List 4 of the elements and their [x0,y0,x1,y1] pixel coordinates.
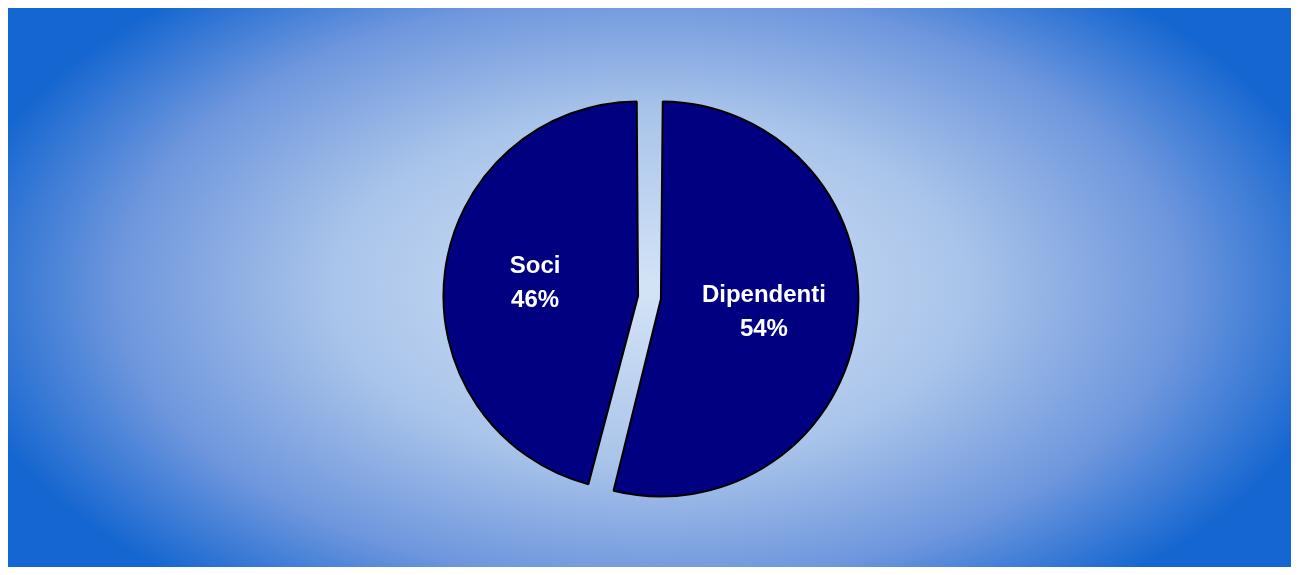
data-label: 46% [511,284,560,312]
slice-label: Dipendenti [701,279,826,307]
data-label: 54% [739,313,788,341]
slice-label: Soci [509,250,561,278]
